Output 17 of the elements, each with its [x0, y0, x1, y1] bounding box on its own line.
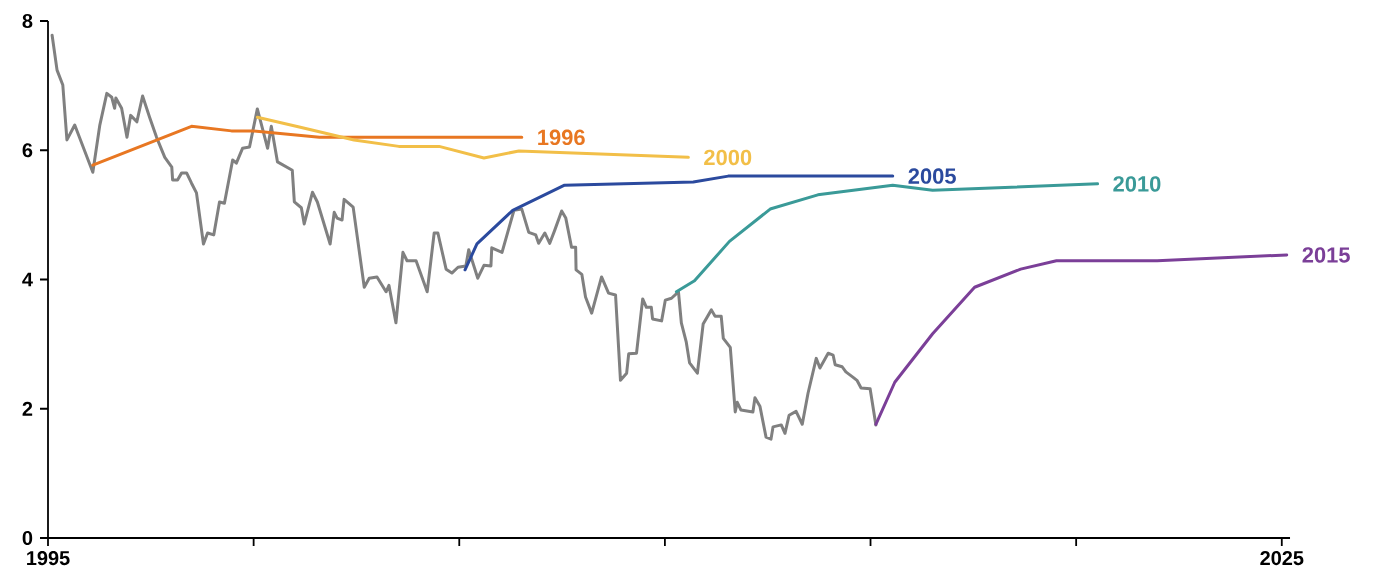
line-series	[50, 33, 878, 441]
series-label: 1996	[538, 129, 585, 146]
y-tick-label: 6	[22, 143, 33, 158]
x-tick-label: 2025	[1260, 551, 1304, 566]
y-tick-label: 0	[22, 530, 33, 546]
line-series	[463, 174, 895, 272]
line-series	[255, 115, 690, 160]
series-label: 2010	[1113, 176, 1161, 192]
series-label: 2000	[704, 149, 752, 166]
line-series	[674, 182, 1100, 294]
series-label: 2015	[1302, 247, 1350, 263]
series-label: 2005	[908, 168, 956, 184]
y-tick-label: 2	[22, 401, 33, 416]
y-tick-label: 8	[22, 13, 33, 29]
x-tick-label: 1995	[27, 551, 70, 566]
line-series	[874, 253, 1289, 426]
y-tick-label: 4	[22, 272, 33, 287]
